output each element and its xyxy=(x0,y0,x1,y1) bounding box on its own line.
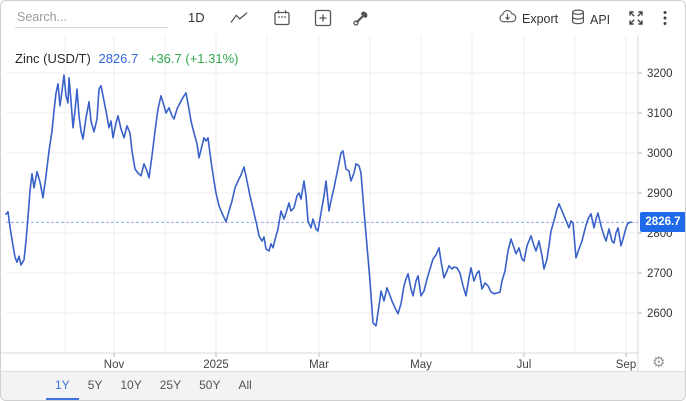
y-axis-label: 3100 xyxy=(647,108,673,120)
range-tab-5y[interactable]: 5Y xyxy=(87,378,103,392)
toolbar: 1D xyxy=(1,1,685,35)
x-axis-label: Mar xyxy=(309,359,329,371)
export-label: Export xyxy=(522,12,559,26)
range-tab-50y[interactable]: 50Y xyxy=(199,378,221,392)
line-chart-type-icon[interactable] xyxy=(230,9,248,27)
x-axis-label: Nov xyxy=(104,359,125,371)
y-axis-label: 2900 xyxy=(647,188,673,200)
x-axis-label: Jul xyxy=(517,359,532,371)
add-indicator-icon[interactable] xyxy=(314,9,332,27)
price-series-line[interactable] xyxy=(5,74,632,327)
range-tab-10y[interactable]: 10Y xyxy=(120,378,142,392)
y-axis-label: 2600 xyxy=(647,308,673,320)
api-database-icon xyxy=(571,9,585,30)
y-axis-label: 2700 xyxy=(647,268,673,280)
api-label: API xyxy=(590,12,611,27)
fullscreen-icon[interactable] xyxy=(627,9,645,27)
more-options-icon[interactable] xyxy=(662,9,668,27)
chart-header: Zinc (USD/T) 2826.7 +36.7 (+1.31%) xyxy=(15,51,238,66)
instrument-name: Zinc (USD/T) xyxy=(15,51,91,66)
range-tab-1y[interactable]: 1Y xyxy=(46,372,79,400)
export-button[interactable]: Export xyxy=(498,9,558,29)
export-cloud-icon xyxy=(498,9,517,29)
y-axis-label: 3200 xyxy=(647,68,673,80)
x-axis-label: May xyxy=(410,359,432,371)
x-axis-label: 2025 xyxy=(203,359,229,371)
range-tab-bar: 1Y 5Y 10Y 25Y 50Y All xyxy=(1,371,685,400)
range-tab-25y[interactable]: 25Y xyxy=(159,378,182,392)
search-input[interactable] xyxy=(15,6,168,28)
current-price-badge: 2826.7 xyxy=(640,212,685,232)
settings-gear-icon[interactable]: ⚙ xyxy=(652,353,666,371)
tools-wrench-icon[interactable] xyxy=(352,9,370,27)
last-price: 2826.7 xyxy=(98,51,139,66)
range-tab-all[interactable]: All xyxy=(238,378,252,392)
interval-1d-button[interactable]: 1D xyxy=(188,10,205,25)
price-change: +36.7 (+1.31%) xyxy=(148,51,239,66)
api-button[interactable]: API xyxy=(571,9,610,30)
y-axis-label: 3000 xyxy=(647,148,673,160)
calendar-icon[interactable] xyxy=(273,9,291,27)
x-axis-label: Sep xyxy=(616,359,636,371)
